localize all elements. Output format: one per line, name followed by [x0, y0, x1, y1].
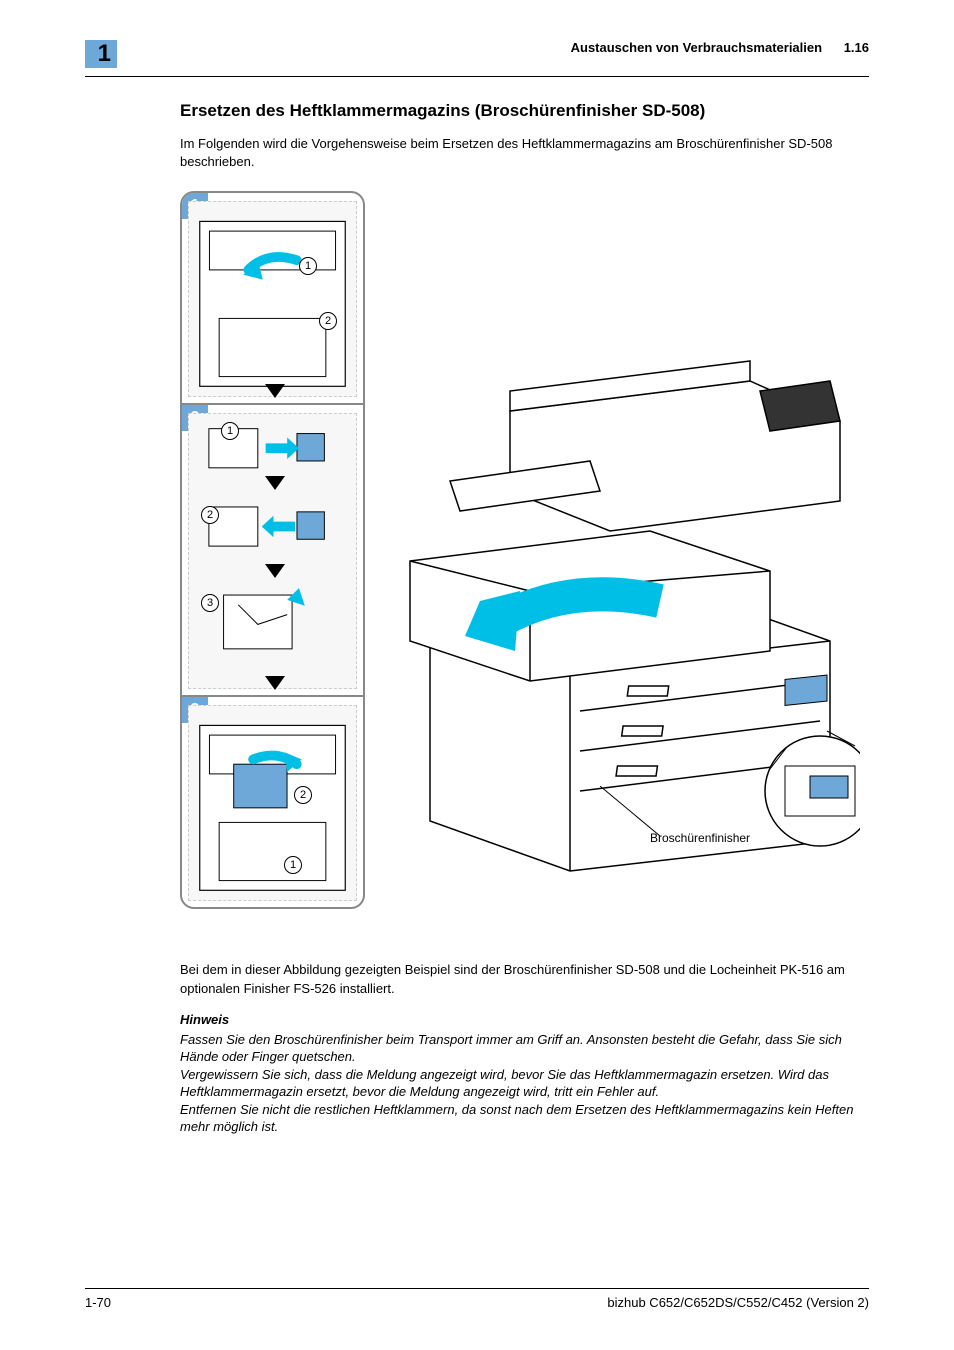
step-2-illustration: 1 2 3	[188, 413, 357, 689]
flow-arrow-icon	[265, 676, 285, 690]
hinweis-title: Hinweis	[180, 1012, 869, 1027]
hinweis-paragraph: Vergewissern Sie sich, dass die Meldung …	[180, 1066, 869, 1101]
figure-area: 1 1 2	[180, 191, 870, 931]
flow-arrow-icon	[265, 564, 285, 578]
section-title: Ersetzen des Heftklammermagazins (Brosch…	[180, 101, 869, 121]
step-1-illustration: 1 2	[188, 201, 357, 397]
page-header: 1 Austauschen von Verbrauchsmaterialien …	[85, 40, 869, 68]
hinweis-paragraph: Entfernen Sie nicht die restlichen Heftk…	[180, 1101, 869, 1136]
step-3-illustration: 1 2	[188, 705, 357, 901]
footer-rule	[85, 1288, 869, 1289]
chapter-number-badge: 1	[85, 40, 117, 68]
page-number: 1-70	[85, 1295, 111, 1310]
product-name: bizhub C652/C652DS/C552/C452 (Version 2)	[607, 1295, 869, 1310]
hinweis-paragraph: Fassen Sie den Broschürenfinisher beim T…	[180, 1031, 869, 1066]
running-header: Austauschen von Verbrauchsmaterialien 1.…	[571, 40, 869, 55]
page-footer: 1-70 bizhub C652/C652DS/C552/C452 (Versi…	[85, 1288, 869, 1310]
running-title: Austauschen von Verbrauchsmaterialien	[571, 40, 822, 55]
flow-arrow-icon	[265, 384, 285, 398]
section-number: 1.16	[844, 40, 869, 55]
step-block-1: 1 1 2	[182, 193, 363, 403]
intro-paragraph: Im Folgenden wird die Vorgehensweise bei…	[180, 135, 869, 171]
leader-line	[600, 786, 690, 846]
header-rule	[85, 76, 869, 77]
figure-caption: Bei dem in dieser Abbildung gezeigten Be…	[180, 961, 869, 997]
content-area: Ersetzen des Heftklammermagazins (Brosch…	[85, 101, 869, 1136]
step-block-3: 3 1 2	[182, 695, 363, 907]
steps-column: 1 1 2	[180, 191, 365, 909]
flow-arrow-icon	[265, 476, 285, 490]
step-block-2: 2	[182, 403, 363, 695]
